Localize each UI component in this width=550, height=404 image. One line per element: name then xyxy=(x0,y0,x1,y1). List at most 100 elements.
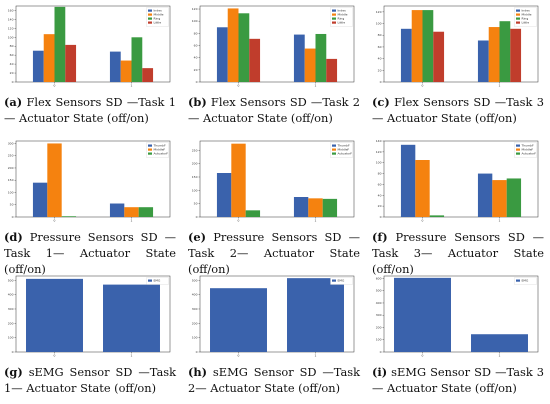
legend-swatch xyxy=(332,152,336,155)
y-tick-label: 0 xyxy=(12,350,14,354)
y-tick-label: 80 xyxy=(378,33,382,37)
x-tick-label: 0 xyxy=(422,219,424,223)
bar xyxy=(245,210,261,217)
y-tick-label: 300 xyxy=(8,141,14,145)
bar xyxy=(231,143,246,217)
caption-text-h: sEMG Sensor SD —Task 2— Actuator State (… xyxy=(188,365,360,395)
caption-text-c: Flex Sensors SD —Task 3— Actuator State … xyxy=(372,95,544,125)
legend-swatch xyxy=(516,9,520,12)
x-tick-label: 1 xyxy=(315,84,317,88)
caption-c: (c) Flex Sensors SD —Task 3— Actuator St… xyxy=(372,94,544,126)
y-tick-label: 0 xyxy=(196,350,198,354)
legend-swatch xyxy=(148,17,152,20)
caption-label-d: (d) xyxy=(4,230,23,244)
y-tick-label: 100 xyxy=(192,188,198,192)
y-tick-label: 100 xyxy=(376,338,382,342)
x-tick-label: 1 xyxy=(315,219,317,223)
legend-label: Index xyxy=(154,9,162,13)
legend-swatch xyxy=(148,21,152,24)
legend-label: MiddleF xyxy=(338,148,350,152)
legend-swatch xyxy=(516,148,520,151)
chart-d: 0 50 100 150 200 250 300 0 1 ThumbFMiddleFActuato… xyxy=(8,140,171,223)
bar xyxy=(109,203,125,217)
y-tick-label: 120 xyxy=(192,7,198,11)
y-tick-label: 100 xyxy=(192,19,198,23)
legend-label: Index xyxy=(338,9,346,13)
y-tick-label: 60 xyxy=(378,182,382,186)
bar xyxy=(488,27,500,82)
legend-box xyxy=(330,277,353,285)
legend-label: Ring xyxy=(154,17,161,21)
y-tick-label: 100 xyxy=(376,161,382,165)
caption-text-e: Pressure Sensors SD —Task 2— Actuator St… xyxy=(188,230,360,276)
legend-label: Middle xyxy=(338,13,348,17)
y-tick-label: 150 xyxy=(8,178,14,182)
legend-label: ActuatorF xyxy=(522,152,537,156)
y-tick-label: 0 xyxy=(12,215,14,219)
y-tick-label: 80 xyxy=(194,31,198,35)
y-tick-label: 20 xyxy=(194,68,198,72)
bar xyxy=(322,198,338,217)
legend-swatch xyxy=(148,9,152,12)
y-tick-label: 0 xyxy=(380,350,382,354)
legend-label: ActuatorF xyxy=(154,152,169,156)
legend-swatch xyxy=(148,279,152,282)
bar xyxy=(492,180,507,217)
y-tick-label: 400 xyxy=(8,293,14,297)
bar xyxy=(47,143,62,217)
legend-label: ActuatorF xyxy=(338,152,353,156)
bar xyxy=(471,334,528,352)
y-tick-label: 100 xyxy=(192,336,198,340)
legend-swatch xyxy=(516,17,520,20)
bar xyxy=(308,198,323,217)
y-tick-label: 120 xyxy=(8,26,14,30)
y-tick-label: 200 xyxy=(192,321,198,325)
x-tick-label: 1 xyxy=(499,84,501,88)
x-tick-label: 0 xyxy=(54,84,56,88)
bar xyxy=(103,284,160,352)
legend-swatch xyxy=(148,13,152,16)
chart-a: 0 20 40 60 80 100 120 140 160 0 1 IndexMiddleRingLi… xyxy=(8,5,171,88)
y-tick-label: 40 xyxy=(194,56,198,60)
y-tick-label: 20 xyxy=(378,204,382,208)
x-tick-label: 0 xyxy=(238,219,240,223)
x-tick-label: 1 xyxy=(499,219,501,223)
bar xyxy=(326,58,338,82)
y-tick-label: 80 xyxy=(10,44,14,48)
bar xyxy=(422,10,434,82)
y-tick-label: 500 xyxy=(376,289,382,293)
bar xyxy=(131,37,143,82)
caption-i: (i) sEMG Sensor SD —Task 3— Actuator Sta… xyxy=(372,364,544,396)
panel-c: 0 20 40 60 80 100 120 0 1 Index Middle Ring Little (… xyxy=(370,2,546,132)
bar xyxy=(65,44,77,82)
legend-label: Ring xyxy=(338,17,345,21)
y-tick-label: 100 xyxy=(8,35,14,39)
caption-g: (g) sEMG Sensor SD —Task 1— Actuator Sta… xyxy=(4,364,176,396)
y-tick-label: 500 xyxy=(8,278,14,282)
y-tick-label: 20 xyxy=(10,71,14,75)
legend-label: MiddleF xyxy=(154,148,166,152)
caption-b: (b) Flex Sensors SD —Task 2— Actuator St… xyxy=(188,94,360,126)
panel-d: 0 50 100 150 200 250 300 0 1 ThumbF MiddleF Actuato… xyxy=(2,137,178,276)
caption-f: (f) Pressure Sensors SD —Task 3— Actuato… xyxy=(372,229,544,277)
y-tick-label: 300 xyxy=(192,307,198,311)
chart-i: 0 100 200 300 400 500 600 0 1 EMG xyxy=(376,275,539,358)
bar xyxy=(109,51,121,82)
y-tick-label: 300 xyxy=(8,307,14,311)
caption-text-b: Flex Sensors SD —Task 2— Actuator State … xyxy=(188,95,360,125)
bar xyxy=(429,215,445,217)
x-tick-label: 1 xyxy=(499,354,501,358)
y-tick-label: 140 xyxy=(8,17,14,21)
axes-frame xyxy=(15,5,171,83)
y-tick-label: 20 xyxy=(378,68,382,72)
axes-frame xyxy=(383,275,539,353)
legend-label: EMG xyxy=(154,279,161,283)
caption-text-d: Pressure Sensors SD —Task 1— Actuator St… xyxy=(4,230,176,276)
y-tick-label: 500 xyxy=(192,278,198,282)
caption-d: (d) Pressure Sensors SD —Task 1— Actuato… xyxy=(4,229,176,277)
bar xyxy=(142,68,154,82)
panel-e: 0 50 100 150 200 250 0 1 ThumbF MiddleF ActuatorF … xyxy=(186,137,362,276)
bar xyxy=(43,34,55,82)
axes-frame xyxy=(199,275,355,353)
